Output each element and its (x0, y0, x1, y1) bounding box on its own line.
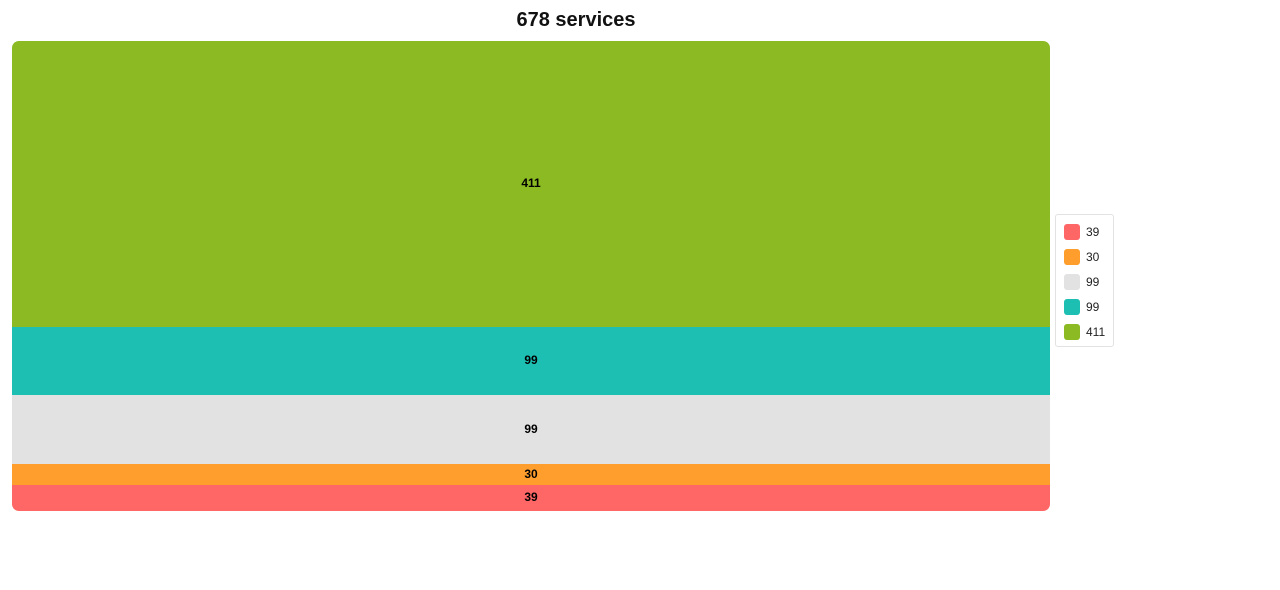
bar-segment[interactable] (12, 325, 1050, 396)
chart-title: 678 services (516, 9, 636, 31)
legend-label: 99 (1086, 299, 1100, 314)
data-label: 411 (521, 176, 541, 191)
data-label: 99 (524, 353, 538, 368)
legend-label: 30 (1086, 249, 1100, 264)
bar-segment[interactable] (12, 483, 1050, 511)
legend-label: 411 (1086, 324, 1106, 339)
legend-item[interactable]: 39 (1064, 223, 1099, 240)
legend-swatch (1064, 298, 1080, 315)
legend: 39 30 99 99 411 (1055, 214, 1114, 347)
legend-label: 99 (1086, 274, 1100, 289)
legend-item[interactable]: 99 (1064, 298, 1099, 315)
bar-segment[interactable] (12, 463, 1050, 485)
bar-segment[interactable] (12, 41, 1050, 327)
data-label: 30 (524, 466, 538, 481)
data-label: 99 (524, 421, 538, 436)
legend-swatch (1064, 223, 1080, 240)
legend-item[interactable]: 411 (1064, 323, 1105, 340)
bar-segment[interactable] (12, 394, 1050, 464)
legend-swatch (1064, 323, 1080, 340)
legend-label: 39 (1086, 224, 1100, 239)
legend-item[interactable]: 30 (1064, 248, 1099, 265)
legend-swatch (1064, 273, 1080, 290)
legend-item[interactable]: 99 (1064, 273, 1099, 290)
stacked-bar: 39 30 99 99 411 (12, 41, 1050, 511)
data-label: 39 (524, 490, 538, 505)
legend-swatch (1064, 248, 1080, 265)
